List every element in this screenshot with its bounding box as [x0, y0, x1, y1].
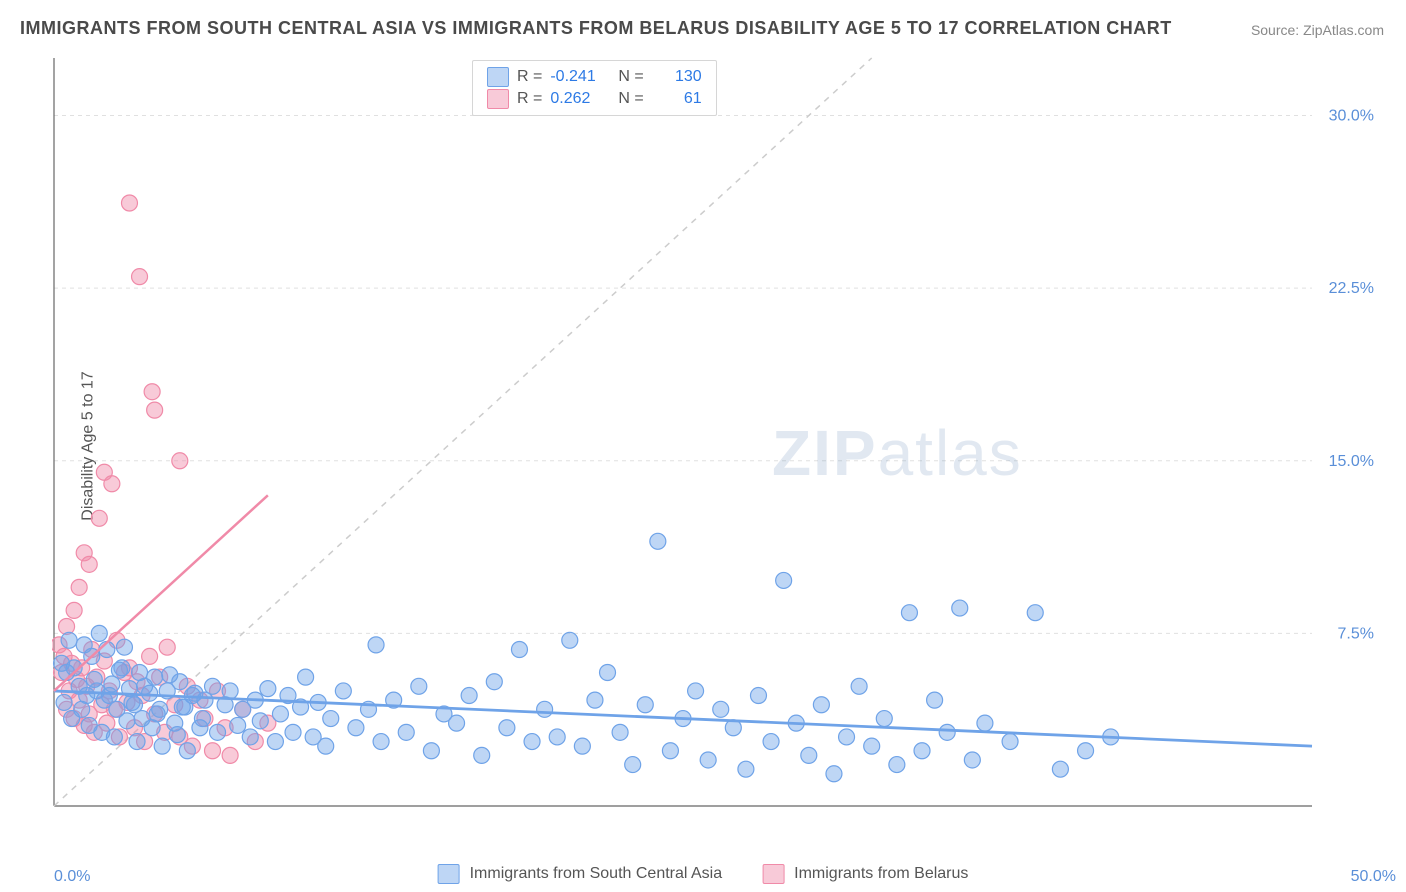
- r-label-0: R =: [517, 68, 542, 86]
- legend-item-series-1: Immigrants from Belarus: [762, 864, 968, 884]
- y-tick-0: 7.5%: [1338, 625, 1374, 642]
- correlation-legend-row-1: R = 0.262 N = 61: [487, 89, 702, 109]
- chart-title: IMMIGRANTS FROM SOUTH CENTRAL ASIA VS IM…: [20, 18, 1172, 39]
- r-value-0: -0.241: [550, 68, 600, 86]
- chart-svg: 7.5% 15.0% 22.5% 30.0%: [52, 56, 1382, 846]
- legend-label-0: Immigrants from South Central Asia: [470, 865, 723, 883]
- legend-swatch-1: [762, 864, 784, 884]
- x-axis-tick-right: 50.0%: [1351, 868, 1396, 886]
- correlation-legend-box: R = -0.241 N = 130 R = 0.262 N = 61: [472, 60, 717, 116]
- correlation-swatch-1: [487, 89, 509, 109]
- y-tick-2: 22.5%: [1329, 280, 1374, 297]
- r-value-1: 0.262: [550, 90, 600, 108]
- legend-item-series-0: Immigrants from South Central Asia: [438, 864, 723, 884]
- correlation-swatch-0: [487, 67, 509, 87]
- chart-area: 7.5% 15.0% 22.5% 30.0% R = -0.241 N = 130 R = 0.…: [52, 56, 1382, 846]
- n-label-1: N =: [618, 90, 643, 108]
- source-label: Source:: [1251, 22, 1303, 38]
- n-value-1: 61: [652, 90, 702, 108]
- n-value-0: 130: [652, 68, 702, 86]
- x-axis-tick-left: 0.0%: [54, 868, 90, 886]
- source-attribution: Source: ZipAtlas.com: [1251, 22, 1384, 38]
- legend-swatch-0: [438, 864, 460, 884]
- n-label-0: N =: [618, 68, 643, 86]
- y-tick-1: 15.0%: [1329, 453, 1374, 470]
- r-label-1: R =: [517, 90, 542, 108]
- correlation-legend-row-0: R = -0.241 N = 130: [487, 67, 702, 87]
- y-tick-3: 30.0%: [1329, 108, 1374, 125]
- bottom-legend: Immigrants from South Central Asia Immig…: [438, 864, 969, 884]
- source-value: ZipAtlas.com: [1303, 22, 1384, 38]
- legend-label-1: Immigrants from Belarus: [794, 865, 968, 883]
